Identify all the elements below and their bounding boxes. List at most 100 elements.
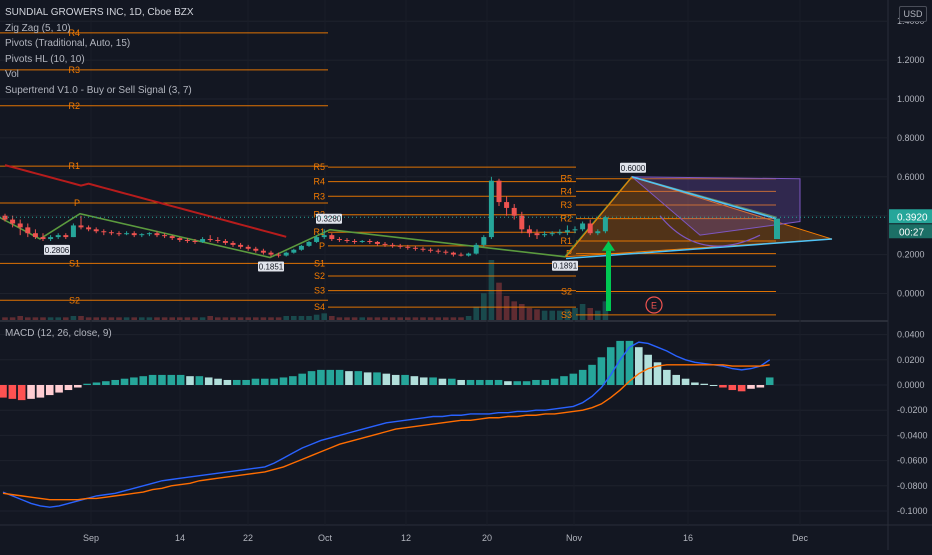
volume-bar: [579, 304, 586, 320]
macd-histogram-bar: [251, 378, 260, 385]
macd-histogram-bar: [0, 385, 7, 398]
macd-histogram-bar: [167, 374, 176, 385]
macd-histogram-bar: [504, 381, 512, 385]
candle-body: [336, 239, 342, 241]
volume-bar: [101, 317, 107, 320]
candle-body: [481, 237, 487, 245]
candle-body: [146, 233, 152, 235]
last-price-value: 0.3920: [897, 212, 928, 223]
macd-tick-label: -0.0600: [897, 456, 928, 466]
candle-body: [139, 234, 145, 236]
candle-body: [367, 240, 373, 242]
indicator-volume[interactable]: Vol: [5, 69, 19, 80]
macd-histogram-bar: [55, 385, 63, 393]
candle-body: [298, 245, 304, 250]
candle-body: [542, 234, 548, 236]
candle-body: [108, 232, 114, 234]
indicator-legend: SUNDIAL GROWERS INC, 1D, Cboe BZX Zig Za…: [5, 5, 194, 98]
volume-bar: [306, 316, 312, 320]
candle-body: [405, 246, 411, 248]
macd-histogram-bar: [27, 385, 35, 399]
volume-bar: [534, 309, 540, 320]
volume-bar: [17, 316, 23, 320]
volume-bar: [511, 301, 517, 320]
indicator-zigzag[interactable]: Zig Zag (5, 10): [5, 22, 71, 34]
macd-histogram-bar: [691, 382, 699, 385]
candle-body: [260, 250, 266, 253]
macd-histogram-bar: [74, 385, 82, 388]
volume-bar: [260, 317, 267, 320]
volume-bar: [458, 317, 464, 320]
macd-histogram-bar: [522, 381, 531, 385]
candle-body: [230, 242, 236, 245]
candle-body: [192, 240, 198, 242]
pivot-label: S1: [314, 258, 325, 268]
volume-bar: [2, 317, 8, 320]
pivot-label: S3: [314, 286, 325, 296]
pivot-label: R4: [313, 177, 325, 187]
candle-body: [549, 233, 555, 235]
zigzag-label: 0.1851: [259, 262, 284, 271]
volume-bar: [116, 317, 122, 320]
volume-bar: [526, 308, 533, 320]
volume-bar: [131, 317, 137, 320]
pivot-label: R5: [560, 174, 572, 184]
macd-histogram-bar: [195, 376, 204, 385]
macd-histogram-bar: [345, 371, 353, 385]
macd-histogram-bar: [588, 364, 596, 385]
candle-body: [511, 207, 517, 216]
candle-body: [473, 244, 479, 254]
earnings-marker-label: E: [651, 301, 657, 311]
candle-body: [283, 252, 289, 256]
earnings-marker: [645, 296, 663, 314]
time-tick-label: 20: [482, 533, 492, 543]
indicator-supertrend[interactable]: Supertrend V1.0 - Buy or Sell Signal (3,…: [5, 84, 192, 96]
zigzag-label-box: [316, 213, 342, 224]
macd-histogram-bar: [223, 379, 232, 385]
candle-body: [238, 244, 244, 247]
macd-histogram-bar: [672, 374, 680, 385]
chart-title[interactable]: SUNDIAL GROWERS INC, 1D, Cboe BZX: [5, 7, 194, 18]
indicator-pivots-hl[interactable]: Pivots HL (10, 10): [5, 53, 85, 65]
currency-badge[interactable]: USD: [899, 6, 927, 22]
volume-bar: [443, 317, 449, 320]
price-tick-label: 0.2000: [897, 250, 925, 260]
indicator-pivots[interactable]: Pivots (Traditional, Auto, 15): [5, 38, 131, 49]
volume-bar: [496, 282, 502, 320]
volume-bar: [199, 317, 206, 320]
macd-tick-label: -0.1000: [897, 506, 928, 516]
volume-bar: [329, 316, 335, 320]
macd-tick-label: 0.0200: [897, 355, 925, 365]
macd-histogram-bar: [120, 378, 129, 385]
candle-body: [329, 235, 335, 240]
candle-body: [352, 240, 358, 242]
macd-legend[interactable]: MACD (12, 26, close, 9): [5, 328, 112, 339]
macd-histogram-bar: [354, 371, 363, 385]
macd-histogram-bar: [560, 376, 568, 385]
volume-bar: [298, 316, 305, 320]
pivot-label: R3: [560, 200, 572, 210]
pivot-label: P: [319, 241, 325, 251]
macd-line: [2, 341, 771, 508]
volume-bar: [359, 317, 365, 320]
pivot-label: P: [74, 198, 80, 208]
buy-signal-arrowhead: [602, 240, 615, 251]
macd-histogram-bar: [176, 374, 185, 385]
candle-body: [602, 217, 608, 232]
volume-bar: [564, 309, 571, 320]
candle-body: [359, 240, 365, 242]
candle-body: [253, 248, 259, 251]
candle-body: [443, 251, 449, 253]
volume-bar: [587, 308, 593, 320]
macd-histogram-bar: [242, 379, 250, 385]
candle-body: [314, 237, 320, 242]
macd-histogram-bar: [148, 374, 157, 385]
projection-pattern: [630, 176, 801, 236]
candle-body: [177, 238, 183, 241]
candle-body: [580, 223, 586, 230]
macd-histogram-bar: [597, 357, 606, 385]
candle-body: [48, 237, 54, 240]
